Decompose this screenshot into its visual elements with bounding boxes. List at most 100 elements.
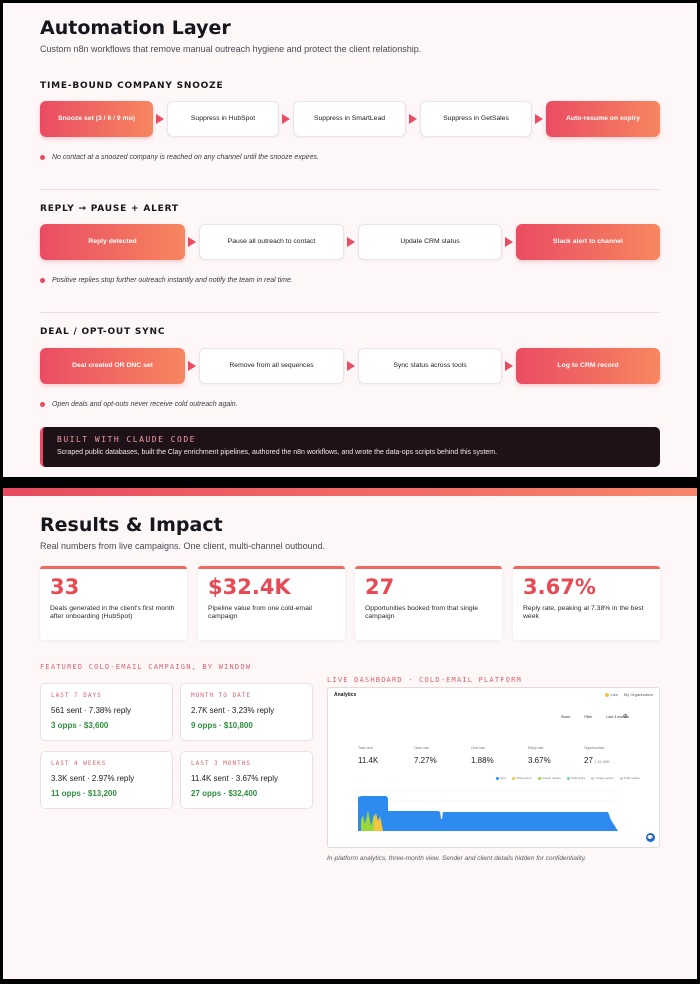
metric-value: 7.27%	[414, 756, 437, 765]
divider	[40, 312, 660, 313]
window-label: LAST 4 WEEKS	[51, 760, 107, 767]
legend-item: Total replies	[619, 776, 640, 780]
automation-layer-panel: Automation Layer Custom n8n workflows th…	[3, 3, 697, 477]
window-card: LAST 7 DAYS 561 sent · 7.38% reply 3 opp…	[40, 683, 173, 741]
note-text: Positive replies stop further outreach i…	[52, 277, 293, 284]
flow-step: Deal created OR DNC set	[40, 348, 185, 384]
arrow-icon	[505, 361, 513, 371]
share-button[interactable]: Share	[560, 715, 571, 719]
stat-card: 3.67% Reply rate, peaking at 7.38% in th…	[513, 566, 660, 640]
window-main: 2.7K sent · 3.23% reply	[191, 706, 275, 715]
window-main: 3.3K sent · 2.97% reply	[51, 774, 135, 783]
metric-value: 11.4K	[358, 756, 379, 765]
chat-bubble-icon[interactable]: 💬	[646, 833, 655, 842]
metric: Opportunities 27 | 32,400	[584, 746, 654, 765]
live-indicator: Live	[604, 692, 618, 697]
dashboard-caption: In-platform analytics, three-month view.…	[327, 855, 587, 862]
filter-button[interactable]: Filter	[584, 715, 593, 719]
stat-card: 27 Opportunities booked from that single…	[355, 566, 502, 640]
arrow-icon	[347, 361, 355, 371]
flow-step: Reply detected	[40, 224, 185, 260]
window-opps: 9 opps · $10,800	[191, 721, 253, 730]
stat-value: 27	[365, 575, 395, 599]
dashboard-area-chart	[352, 790, 618, 832]
range-select[interactable]: Last 3 months	[606, 715, 629, 719]
legend-item: Total clicks	[566, 776, 585, 780]
stat-card: $32.4K Pipeline value from one cold-emai…	[198, 566, 345, 640]
claude-text: Scraped public databases, built the Clay…	[57, 449, 498, 456]
dashboard-topbar: Live My Organization	[604, 692, 653, 697]
section-heading-snooze: TIME-BOUND COMPANY SNOOZE	[40, 81, 224, 91]
legend-item: Unique opens	[591, 776, 614, 780]
automation-subtitle: Custom n8n workflows that remove manual …	[40, 44, 422, 54]
legend-item: Total opens	[512, 776, 532, 780]
accent-bar	[3, 488, 697, 496]
dashboard-heading: LIVE DASHBOARD · COLD-EMAIL PLATFORM	[327, 676, 522, 684]
arrow-icon	[347, 237, 355, 247]
flow-step: Update CRM status	[358, 224, 502, 260]
dashboard-legend: Sent Total opens Unique replies Total cl…	[496, 776, 640, 780]
arrow-icon	[409, 114, 417, 124]
flow-step: Suppress in HubSpot	[167, 101, 279, 137]
flow-step: Sync status across tools	[358, 348, 502, 384]
flow-snooze: Snooze set (3 / 6 / 9 mo) Suppress in Hu…	[40, 101, 662, 137]
metric-label: Click rate	[471, 746, 486, 750]
arrow-icon	[156, 114, 164, 124]
stat-desc: Reply rate, peaking at 7.38% in the best…	[523, 605, 644, 621]
metric: Click rate 1.88%	[471, 746, 531, 765]
flow-step: Suppress in SmartLead	[293, 101, 406, 137]
metric-label: Reply rate	[528, 746, 544, 750]
window-opps: 11 opps · $13,200	[51, 789, 117, 798]
metric-label: Open rate	[414, 746, 430, 750]
section-heading-reply: REPLY → PAUSE + ALERT	[40, 204, 179, 214]
note-text: Open deals and opt-outs never receive co…	[52, 401, 238, 408]
window-label: MONTH TO DATE	[191, 692, 251, 699]
bullet-dot-icon	[40, 155, 45, 160]
legend-item: Unique replies	[537, 776, 561, 780]
arrow-icon	[535, 114, 543, 124]
arrow-icon	[505, 237, 513, 247]
flow-step: Remove from all sequences	[199, 348, 344, 384]
window-card: LAST 3 MONTHS 11.4K sent · 3.67% reply 2…	[180, 751, 313, 809]
bullet-dot-icon	[40, 278, 45, 283]
dashboard-title: Analytics	[334, 692, 357, 698]
flow-step: Auto-resume on expiry	[546, 101, 660, 137]
bullet-dot-icon	[40, 402, 45, 407]
stat-desc: Pipeline value from one cold-email campa…	[208, 605, 312, 621]
flow-deal: Deal created OR DNC set Remove from all …	[40, 348, 662, 384]
stat-value: 33	[50, 575, 80, 599]
metric-label: Opportunities	[584, 746, 605, 750]
flow-step: Suppress in GetSales	[420, 101, 532, 137]
metric-value: 1.88%	[471, 756, 494, 765]
results-title: Results & Impact	[40, 514, 223, 536]
metric-label: Total sent	[358, 746, 373, 750]
flow-reply: Reply detected Pause all outreach to con…	[40, 224, 662, 260]
claude-callout: BUILT WITH CLAUDE CODE Scraped public da…	[40, 427, 660, 467]
window-main: 561 sent · 7.38% reply	[51, 706, 132, 715]
dashboard-screenshot: Analytics Live My Organization Share Fil…	[327, 687, 660, 848]
settings-icon[interactable]: ⚙	[622, 714, 628, 720]
section-heading-deal: DEAL / OPT-OUT SYNC	[40, 327, 166, 337]
results-subtitle: Real numbers from live campaigns. One cl…	[40, 541, 326, 551]
legend-item: Sent	[496, 776, 506, 780]
claude-title: BUILT WITH CLAUDE CODE	[57, 435, 196, 444]
divider	[40, 189, 660, 190]
metric: Total sent 11.4K	[358, 746, 418, 765]
window-card: LAST 4 WEEKS 3.3K sent · 2.97% reply 11 …	[40, 751, 173, 809]
stat-desc: Deals generated in the client's first mo…	[50, 605, 175, 621]
stat-value: $32.4K	[208, 575, 291, 599]
stat-card: 33 Deals generated in the client's first…	[40, 566, 187, 640]
window-label: LAST 7 DAYS	[51, 692, 102, 699]
section-note: Positive replies stop further outreach i…	[40, 277, 293, 284]
window-card: MONTH TO DATE 2.7K sent · 3.23% reply 9 …	[180, 683, 313, 741]
section-note: No contact at a snoozed company is reach…	[40, 154, 319, 161]
stat-desc: Opportunities booked from that single ca…	[365, 605, 478, 621]
metric: Reply rate 3.67%	[528, 746, 588, 765]
flow-step: Pause all outreach to contact	[199, 224, 344, 260]
arrow-icon	[188, 237, 196, 247]
window-label: LAST 3 MONTHS	[191, 760, 251, 767]
flow-step: Slack alert to channel	[516, 224, 660, 260]
stat-value: 3.67%	[523, 575, 596, 599]
window-opps: 3 opps · $3,600	[51, 721, 109, 730]
org-selector[interactable]: My Organization	[623, 692, 653, 697]
